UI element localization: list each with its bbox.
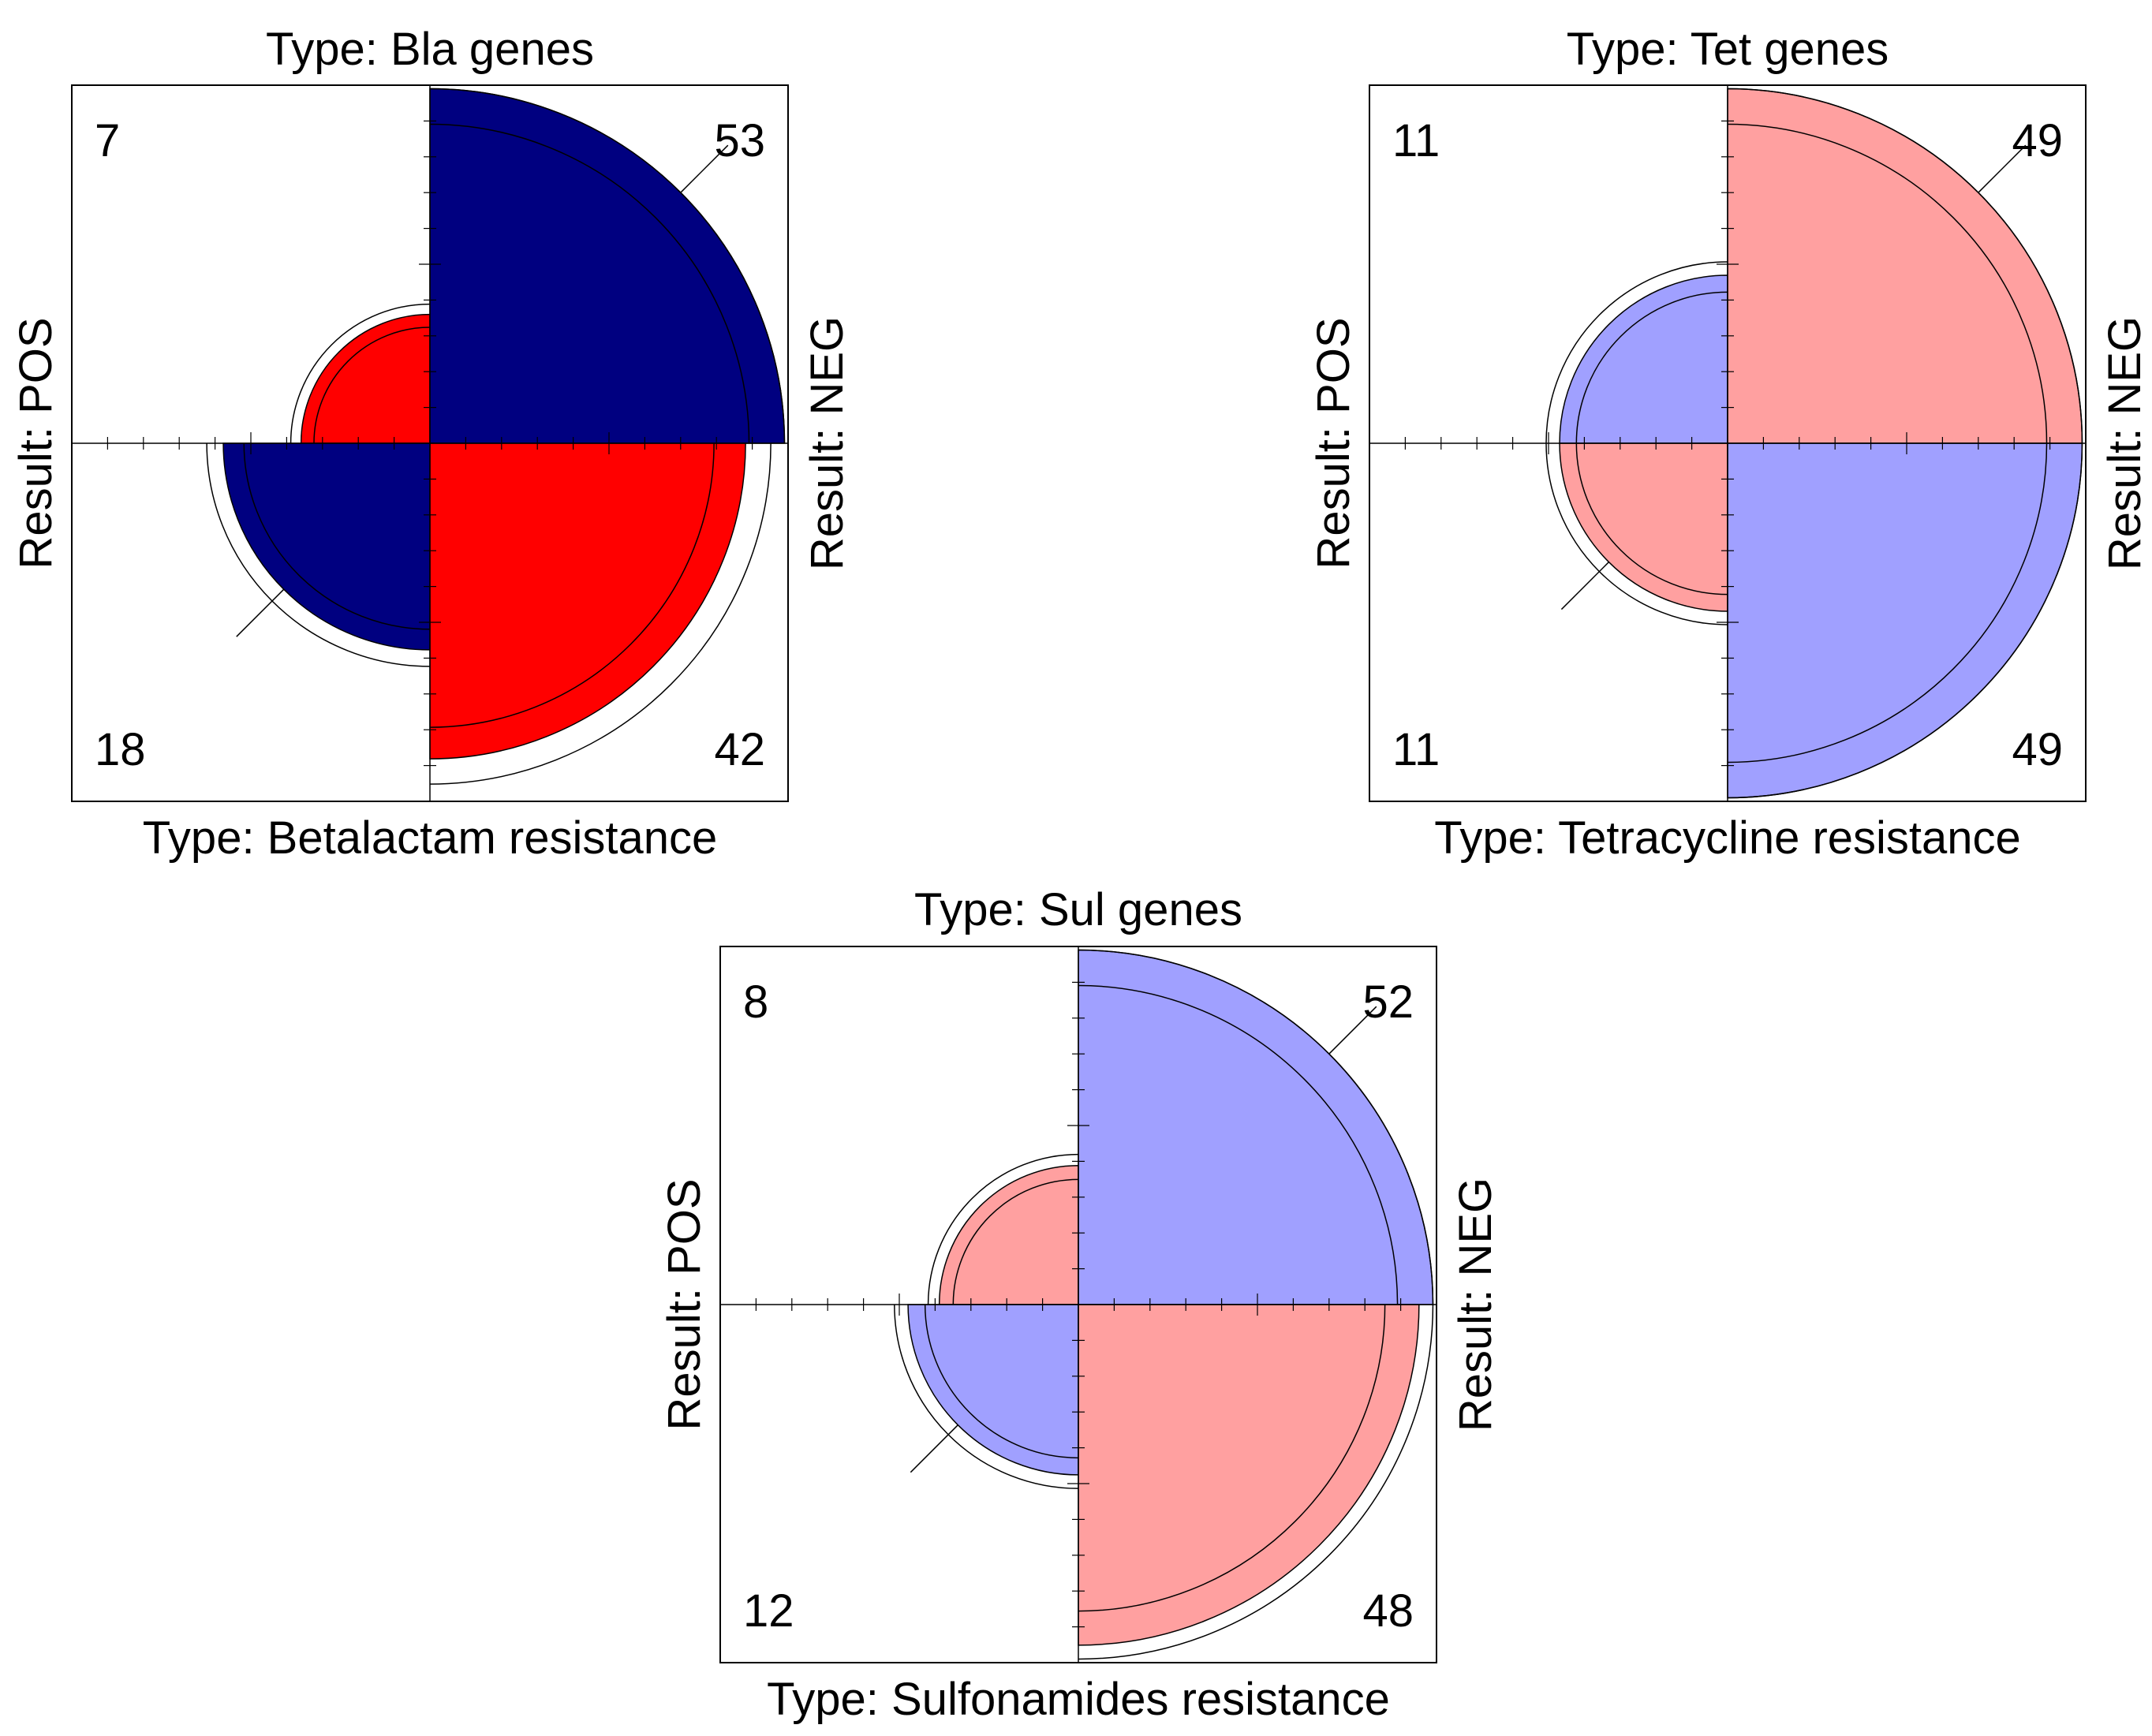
confidence-ring-inner [1727, 123, 2048, 444]
panel-ylabel-left: Result: POS [10, 317, 62, 569]
confidence-ring-inner [429, 442, 715, 728]
confidence-ring-inner [313, 327, 431, 444]
sector-top-left [938, 1164, 1079, 1305]
sector-bottom-right [429, 442, 746, 760]
confidence-ring-outer [290, 303, 431, 444]
fourfold-plot-area [71, 84, 789, 802]
confidence-ring-inner [952, 1178, 1079, 1305]
leader-line-bottom-left [1560, 562, 1609, 610]
confidence-ring-inner [924, 1304, 1079, 1459]
leader-line-bottom-left [236, 588, 285, 637]
sector-bottom-right [1078, 1304, 1420, 1646]
confidence-ring-inner [1078, 1304, 1386, 1612]
fourfold-plot-area [1369, 84, 2087, 802]
sector-top-left [1559, 274, 1728, 444]
count-top-left: 8 [743, 976, 768, 1028]
confidence-ring-inner [1575, 442, 1728, 595]
panel-title: Type: Tet genes [1567, 24, 1889, 75]
confidence-ring-outer [927, 1153, 1079, 1305]
sector-bottom-left [222, 442, 431, 651]
count-top-right: 53 [714, 115, 765, 166]
confidence-ring-inner [1078, 984, 1399, 1305]
panel-xlabel: Type: Tetracycline resistance [1434, 812, 2021, 864]
fourfold-plot-area [719, 946, 1437, 1663]
count-bottom-left: 12 [743, 1585, 794, 1637]
panel-xlabel: Type: Betalactam resistance [143, 812, 718, 864]
panel-xlabel: Type: Sulfonamides resistance [767, 1674, 1390, 1725]
confidence-ring-outer [1078, 1304, 1434, 1660]
sector-top-left [300, 313, 431, 444]
count-bottom-right: 48 [1362, 1585, 1414, 1637]
panel-ylabel-left: Result: POS [659, 1178, 710, 1430]
count-top-left: 11 [1392, 115, 1440, 166]
confidence-ring-inner [1727, 442, 2048, 763]
panel-ylabel-left: Result: POS [1308, 317, 1359, 569]
count-top-left: 7 [95, 115, 120, 166]
confidence-ring-inner [1575, 291, 1728, 444]
count-bottom-right: 49 [2012, 724, 2063, 775]
leader-line-bottom-left [910, 1424, 958, 1473]
panel-ylabel-right: Result: NEG [1450, 1178, 1501, 1432]
count-top-right: 49 [2012, 115, 2063, 166]
confidence-ring-outer [1545, 261, 1728, 444]
leader-line-top-right [1978, 144, 2027, 193]
fourfold-panel-bla: Type: Bla genes 7 53 18 42 Type: Betalac… [10, 24, 853, 864]
confidence-ring-inner [243, 442, 431, 630]
count-bottom-left: 11 [1392, 724, 1440, 775]
panel-title: Type: Sul genes [914, 884, 1242, 935]
confidence-ring-inner [429, 123, 750, 444]
count-top-right: 52 [1362, 976, 1414, 1028]
count-bottom-right: 42 [714, 724, 765, 775]
count-bottom-left: 18 [95, 724, 146, 775]
panel-ylabel-right: Result: NEG [2099, 316, 2150, 570]
confidence-ring-outer [429, 442, 772, 785]
fourfold-panel-tet: Type: Tet genes 11 49 11 49 Type: Tetrac… [1308, 24, 2150, 864]
confidence-ring-outer [1727, 442, 2083, 799]
sector-bottom-left [907, 1304, 1079, 1476]
panel-ylabel-right: Result: NEG [801, 316, 853, 570]
fourfold-panel-sul: Type: Sul genes 8 52 12 48 Type: Sulfona… [659, 884, 1501, 1725]
leader-line-top-right [680, 144, 729, 193]
panel-title: Type: Bla genes [266, 24, 594, 75]
leader-line-top-right [1328, 1006, 1377, 1055]
